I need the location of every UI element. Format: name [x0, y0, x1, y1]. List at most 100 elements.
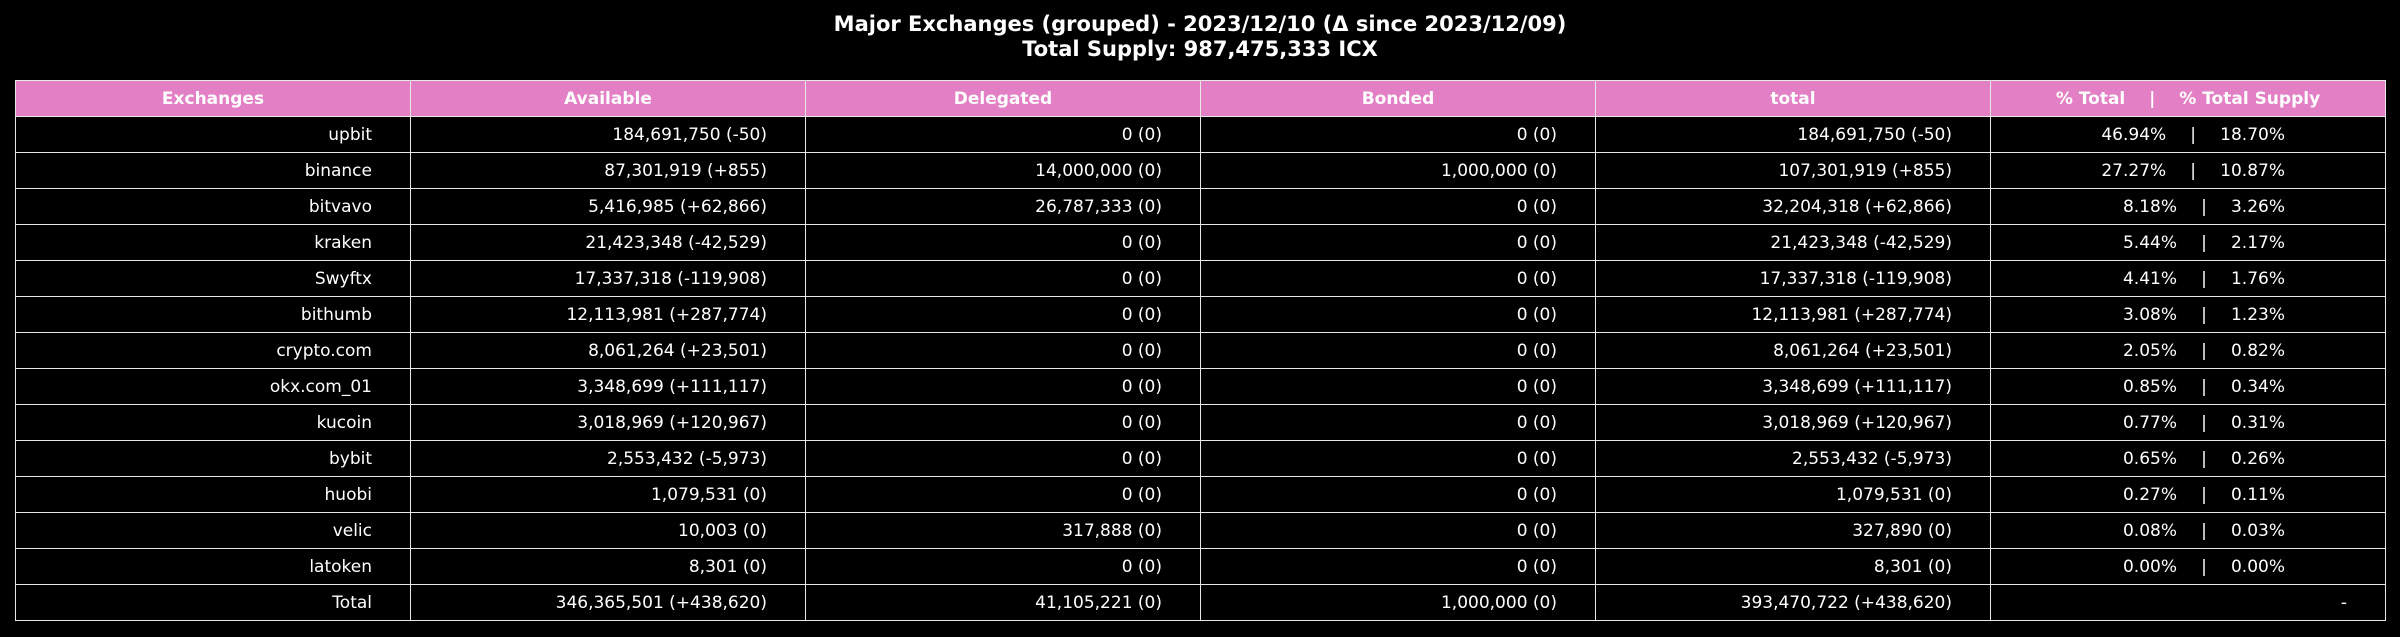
cell-exchange-name: bitvavo: [15, 188, 411, 225]
cell-pct: 0.85% | 0.34%: [1990, 368, 2386, 405]
cell-pct-total: 4.41%: [2122, 268, 2177, 289]
cell-delegated: 0 (0): [805, 224, 1201, 261]
cell-pct-total: 0.00%: [2122, 556, 2177, 577]
cell-bonded: 0 (0): [1200, 440, 1596, 477]
cell-total: 32,204,318 (+62,866): [1595, 188, 1991, 225]
cell-available: 12,113,981 (+287,774): [410, 296, 806, 333]
cell-total: 8,301 (0): [1595, 548, 1991, 585]
cell-pct-total-supply: 0.03%: [2230, 520, 2285, 541]
cell-bonded: 0 (0): [1200, 476, 1596, 513]
cell-delegated: 317,888 (0): [805, 512, 1201, 549]
cell-exchange-name: velic: [15, 512, 411, 549]
cell-delegated: 0 (0): [805, 116, 1201, 153]
cell-bonded: 0 (0): [1200, 296, 1596, 333]
chart-subtitle: Total Supply: 987,475,333 ICX: [1022, 37, 1378, 61]
cell-available: 87,301,919 (+855): [410, 152, 806, 189]
header-pct: % Total | % Total Supply: [1990, 80, 2386, 117]
cell-delegated: 0 (0): [805, 296, 1201, 333]
cell-pct-total-supply: 0.00%: [2230, 556, 2285, 577]
cell-pct-total: 0.65%: [2122, 448, 2177, 469]
cell-delegated: 0 (0): [805, 332, 1201, 369]
cell-total: 3,018,969 (+120,967): [1595, 404, 1991, 441]
cell-pct-total: 0.08%: [2122, 520, 2177, 541]
cell-total-pct: -: [1990, 584, 2386, 621]
cell-pct-separator: |: [2201, 304, 2207, 325]
cell-pct-separator: |: [2190, 124, 2197, 145]
cell-pct-separator: |: [2201, 376, 2207, 397]
cell-available: 8,061,264 (+23,501): [410, 332, 806, 369]
exchanges-table: Exchanges Available Delegated Bonded tot…: [15, 80, 2386, 621]
cell-total: 327,890 (0): [1595, 512, 1991, 549]
cell-bonded: 0 (0): [1200, 260, 1596, 297]
table-row: latoken 8,301 (0) 0 (0) 0 (0) 8,301 (0) 0.00%…: [15, 548, 2386, 585]
cell-total: 17,337,318 (-119,908): [1595, 260, 1991, 297]
cell-pct: 0.65% | 0.26%: [1990, 440, 2386, 477]
cell-bonded: 0 (0): [1200, 188, 1596, 225]
cell-exchange-name: upbit: [15, 116, 411, 153]
cell-exchange-name: kucoin: [15, 404, 411, 441]
table-row: bithumb 12,113,981 (+287,774) 0 (0) 0 (0) 12…: [15, 296, 2386, 333]
cell-pct-separator: |: [2201, 340, 2207, 361]
cell-pct: 0.27% | 0.11%: [1990, 476, 2386, 513]
table-row: binance 87,301,919 (+855) 14,000,000 (0) 1,…: [15, 152, 2386, 189]
cell-total: 1,079,531 (0): [1595, 476, 1991, 513]
cell-pct-total: 27.27%: [2101, 160, 2167, 181]
cell-total: 3,348,699 (+111,117): [1595, 368, 1991, 405]
cell-available: 3,018,969 (+120,967): [410, 404, 806, 441]
header-exchanges: Exchanges: [15, 80, 411, 117]
cell-available: 8,301 (0): [410, 548, 806, 585]
cell-pct-total-supply: 0.82%: [2230, 340, 2285, 361]
cell-exchange-name: binance: [15, 152, 411, 189]
cell-pct-total: 46.94%: [2101, 124, 2167, 145]
cell-available: 21,423,348 (-42,529): [410, 224, 806, 261]
cell-bonded: 0 (0): [1200, 548, 1596, 585]
cell-exchange-name: bybit: [15, 440, 411, 477]
header-total: total: [1595, 80, 1991, 117]
table-total-row: Total 346,365,501 (+438,620) 41,105,221 (0…: [15, 584, 2386, 621]
cell-pct-total-supply: 0.26%: [2230, 448, 2285, 469]
cell-pct-separator: |: [2201, 448, 2207, 469]
cell-pct: 8.18% | 3.26%: [1990, 188, 2386, 225]
cell-delegated: 0 (0): [805, 476, 1201, 513]
cell-exchange-name: crypto.com: [15, 332, 411, 369]
cell-pct: 2.05% | 0.82%: [1990, 332, 2386, 369]
header-pct-total-supply: % Total Supply: [2179, 88, 2321, 109]
table-row: crypto.com 8,061,264 (+23,501) 0 (0) 0 (0) 8…: [15, 332, 2386, 369]
cell-total-label: Total: [15, 584, 411, 621]
cell-pct-separator: |: [2201, 520, 2207, 541]
cell-pct: 27.27% | 10.87%: [1990, 152, 2386, 189]
cell-pct: 0.00% | 0.00%: [1990, 548, 2386, 585]
cell-pct-total-supply: 0.34%: [2230, 376, 2285, 397]
cell-delegated: 26,787,333 (0): [805, 188, 1201, 225]
table-row: kraken 21,423,348 (-42,529) 0 (0) 0 (0) 21,4…: [15, 224, 2386, 261]
cell-exchange-name: latoken: [15, 548, 411, 585]
cell-available: 5,416,985 (+62,866): [410, 188, 806, 225]
cell-pct-total: 3.08%: [2122, 304, 2177, 325]
cell-pct-total-supply: 0.11%: [2230, 484, 2285, 505]
cell-pct: 0.08% | 0.03%: [1990, 512, 2386, 549]
cell-available: 184,691,750 (-50): [410, 116, 806, 153]
header-pct-total: % Total: [2055, 88, 2126, 109]
cell-pct: 46.94% | 18.70%: [1990, 116, 2386, 153]
cell-exchange-name: Swyftx: [15, 260, 411, 297]
cell-total-delegated: 41,105,221 (0): [805, 584, 1201, 621]
cell-pct-total: 0.27%: [2122, 484, 2177, 505]
cell-delegated: 0 (0): [805, 260, 1201, 297]
table-row: velic 10,003 (0) 317,888 (0) 0 (0) 327,890 (…: [15, 512, 2386, 549]
table-row: bitvavo 5,416,985 (+62,866) 26,787,333 (0)…: [15, 188, 2386, 225]
cell-total: 12,113,981 (+287,774): [1595, 296, 1991, 333]
cell-pct-total: 2.05%: [2122, 340, 2177, 361]
cell-pct-separator: |: [2201, 196, 2207, 217]
cell-delegated: 14,000,000 (0): [805, 152, 1201, 189]
cell-available: 17,337,318 (-119,908): [410, 260, 806, 297]
cell-available: 10,003 (0): [410, 512, 806, 549]
chart-title: Major Exchanges (grouped) - 2023/12/10 (…: [833, 12, 1567, 36]
cell-pct-total-supply: 0.31%: [2230, 412, 2285, 433]
cell-bonded: 0 (0): [1200, 224, 1596, 261]
cell-delegated: 0 (0): [805, 440, 1201, 477]
cell-total-total: 393,470,722 (+438,620): [1595, 584, 1991, 621]
cell-pct-total-supply: 1.23%: [2230, 304, 2285, 325]
cell-exchange-name: huobi: [15, 476, 411, 513]
cell-total: 184,691,750 (-50): [1595, 116, 1991, 153]
cell-pct-total-supply: 2.17%: [2230, 232, 2285, 253]
